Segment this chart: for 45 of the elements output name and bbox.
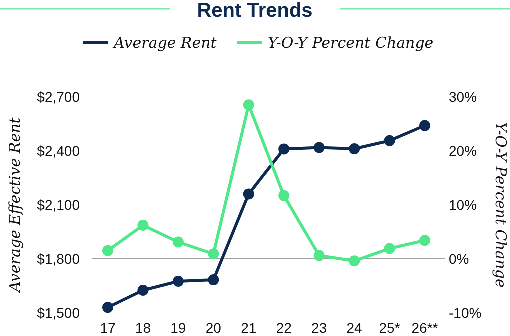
point xyxy=(349,144,360,155)
point xyxy=(138,220,149,232)
point xyxy=(208,274,220,286)
y-axis-title: Average Effective Rent xyxy=(6,116,24,294)
y2-tick-label: 0% xyxy=(449,251,470,267)
y-tick-label: $2,100 xyxy=(37,197,80,213)
point xyxy=(420,120,430,132)
x-tick-label: 22 xyxy=(276,320,292,336)
y2-tick-label: 10% xyxy=(449,197,478,213)
point xyxy=(172,236,184,248)
point xyxy=(102,302,114,314)
point xyxy=(208,248,220,260)
legend-label: Average Rent xyxy=(112,34,218,52)
y2-tick-label: 20% xyxy=(449,143,478,159)
x-tick-label: 24 xyxy=(346,320,363,336)
y-tick-label: $2,700 xyxy=(37,89,80,105)
point xyxy=(384,135,396,146)
point xyxy=(420,235,430,246)
point xyxy=(138,285,149,296)
x-tick-label: 20 xyxy=(206,320,222,336)
y-tick-label: $1,800 xyxy=(37,251,80,267)
y2-tick-label: 30% xyxy=(449,89,478,105)
x-tick-label: 19 xyxy=(170,320,186,336)
x-tick-label: 18 xyxy=(135,320,152,336)
point xyxy=(349,256,360,267)
point xyxy=(278,190,290,202)
x-tick-label: 23 xyxy=(312,320,328,336)
y2-axis-title: Y-O-Y Percent Change xyxy=(492,122,510,288)
x-tick-label: 17 xyxy=(100,320,116,336)
point xyxy=(243,100,254,111)
y-tick-label: $1,500 xyxy=(37,305,80,321)
point xyxy=(314,250,325,262)
y-tick-label: $2,400 xyxy=(37,143,80,159)
point xyxy=(314,142,325,154)
x-tick-label: 26** xyxy=(412,320,439,336)
point xyxy=(172,276,184,287)
point xyxy=(278,144,290,155)
point xyxy=(384,243,396,254)
y2-tick-label: -10% xyxy=(449,305,482,321)
point xyxy=(243,188,254,200)
x-tick-label: 21 xyxy=(241,320,257,336)
x-tick-label: 25* xyxy=(379,320,401,336)
point xyxy=(102,245,114,256)
chart-title: Rent Trends xyxy=(197,0,313,22)
legend-label: Y-O-Y Percent Change xyxy=(268,34,434,52)
